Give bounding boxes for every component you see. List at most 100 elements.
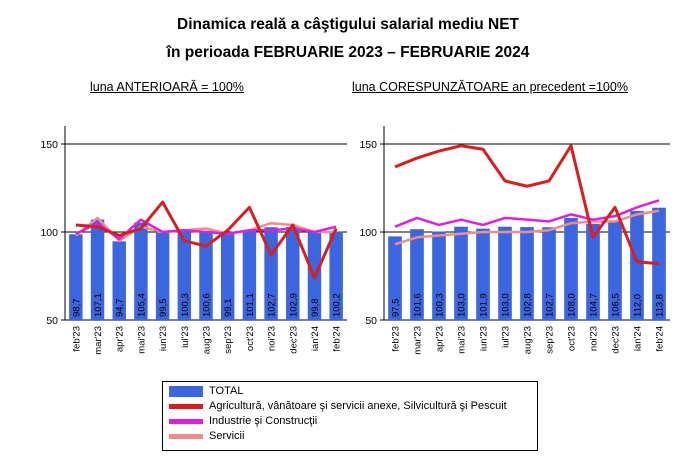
left-bar-label: 99,8 <box>310 299 321 318</box>
right-bar <box>542 227 556 320</box>
left-bar-label: 107,1 <box>93 293 104 317</box>
right-bar-label: 108,0 <box>567 293 578 317</box>
right-bar <box>432 231 446 320</box>
left-bar <box>155 232 170 320</box>
left-bar-label: 99,1 <box>223 299 234 318</box>
left-x-tick-label: oct'23 <box>245 326 256 351</box>
left-bar <box>286 226 300 320</box>
right-x-tick-label: iul'23 <box>501 326 512 348</box>
right-x-tick-label: feb'23 <box>391 326 402 352</box>
left-bar <box>329 231 343 320</box>
legend-label-industry: Industrie şi Construcţii <box>209 415 318 427</box>
legend-swatch-total <box>169 386 203 397</box>
right-bar-label: 102,7 <box>545 293 556 317</box>
right-bar <box>410 229 424 320</box>
right-bar <box>630 210 644 320</box>
left-y-tick-label: 50 <box>46 315 58 327</box>
left-bar-label: 102,7 <box>267 293 278 317</box>
right-bar <box>652 207 666 320</box>
legend-label-agriculture: Agricultură, vânătoare şi servicii anexe… <box>209 400 507 412</box>
legend-swatch-industry <box>169 419 203 424</box>
right-x-tick-label: aug'23 <box>523 326 534 354</box>
right-chart: 50 100 150 97,5 101,6 100,3 103,0 101,9 103,0 102… <box>359 126 670 355</box>
left-x-tick-label: aug'23 <box>202 326 213 354</box>
right-x-tick-label: feb'24 <box>655 326 666 352</box>
right-y-tick-label: 100 <box>359 227 377 239</box>
left-x-tick-label: iun'23 <box>158 326 169 351</box>
left-chart-subtitle: luna ANTERIOARĂ = 100% <box>90 80 244 94</box>
right-bar <box>476 228 490 320</box>
legend-swatch-services <box>169 434 203 439</box>
left-bar-label: 102,9 <box>288 293 299 317</box>
left-bar <box>242 230 257 320</box>
left-x-tick-label: mai'23 <box>136 326 147 354</box>
chart-title-line2: în perioada FEBRUARIE 2023 – FEBRUARIE 2… <box>166 44 530 61</box>
right-bar-label: 101,9 <box>479 293 490 317</box>
right-series-line <box>394 199 660 228</box>
right-bar <box>498 226 512 320</box>
right-bar <box>454 226 468 320</box>
right-x-tick-label: noi'23 <box>589 326 600 351</box>
left-x-tick-label: noi'23 <box>267 326 278 351</box>
right-x-tick-label: oct'23 <box>567 326 578 351</box>
right-bar-label: 103,0 <box>501 293 512 317</box>
right-x-tick-label: mai'23 <box>457 326 468 354</box>
right-x-tick-label: iun'23 <box>479 326 490 351</box>
right-x-tick-label: ian'24 <box>633 326 644 351</box>
left-bar-label: 100,3 <box>180 293 191 317</box>
right-x-tick-label: sep'23 <box>545 326 556 354</box>
right-series-line <box>394 209 660 246</box>
right-x-tick-label: dec'23 <box>611 326 622 354</box>
left-chart: 50 100 150 98,7 107,1 94,7 105,4 99,5 100,3 100,6… <box>40 126 347 355</box>
left-x-tick-label: feb'24 <box>332 326 343 352</box>
legend: TOTAL Agricultură, vânătoare şi servicii… <box>162 381 538 451</box>
left-bar <box>134 222 148 320</box>
left-bar <box>220 233 235 320</box>
left-bar <box>90 219 105 320</box>
legend-label-total: TOTAL <box>209 385 244 397</box>
right-bar <box>388 236 402 320</box>
left-x-tick-label: sep'23 <box>223 326 234 354</box>
charts-canvas: 50 100 150 98,7 107,1 94,7 105,4 99,5 100,3 100,6… <box>40 126 670 355</box>
right-bar-label: 104,7 <box>589 293 600 317</box>
right-bar-label: 101,6 <box>413 293 424 317</box>
left-bar-label: 101,1 <box>245 293 256 317</box>
right-bar-label: 103,0 <box>457 293 468 317</box>
right-bar <box>564 217 578 320</box>
left-bar <box>177 231 192 320</box>
right-bar <box>608 220 622 320</box>
right-bar-label: 97,5 <box>391 299 402 318</box>
right-x-tick-label: apr'23 <box>435 326 446 352</box>
left-bar <box>112 241 126 320</box>
legend-swatch-agriculture <box>169 404 203 409</box>
right-bar-label: 106,5 <box>611 293 622 317</box>
left-x-tick-label: mar'23 <box>93 326 104 355</box>
left-bar-label: 99,5 <box>158 299 169 318</box>
left-bar-label: 100,2 <box>332 293 343 317</box>
right-bar-label: 102,8 <box>523 293 534 317</box>
left-x-tick-label: dec'23 <box>288 326 299 354</box>
left-bar-label: 94,7 <box>115 299 126 318</box>
left-x-tick-label: apr'23 <box>115 326 126 352</box>
left-bar-label: 105,4 <box>136 293 147 317</box>
left-x-tick-label: ian'24 <box>310 326 321 351</box>
left-y-tick-label: 150 <box>40 139 58 151</box>
left-bar <box>199 230 213 320</box>
left-bar-label: 100,6 <box>202 293 213 317</box>
left-bar <box>69 234 83 320</box>
right-series-line <box>394 144 660 266</box>
left-bar-label: 98,7 <box>71 299 82 318</box>
legend-label-services: Servicii <box>209 430 245 442</box>
right-x-tick-label: mar'23 <box>413 326 424 355</box>
chart-title-line1: Dinamica reală a câştigului salarial med… <box>177 16 519 33</box>
left-x-tick-label: feb'23 <box>71 326 82 352</box>
right-bar <box>520 227 534 320</box>
right-bar <box>586 223 600 320</box>
left-y-tick-label: 100 <box>40 227 58 239</box>
left-series-line <box>75 200 338 280</box>
right-bar-label: 113,8 <box>655 294 666 317</box>
right-y-tick-label: 50 <box>365 315 377 327</box>
right-chart-subtitle: luna CORESPUNZĂTOARE an precedent =100% <box>352 80 628 94</box>
right-bar-label: 112,0 <box>633 294 644 317</box>
left-x-tick-label: iul'23 <box>180 326 191 348</box>
